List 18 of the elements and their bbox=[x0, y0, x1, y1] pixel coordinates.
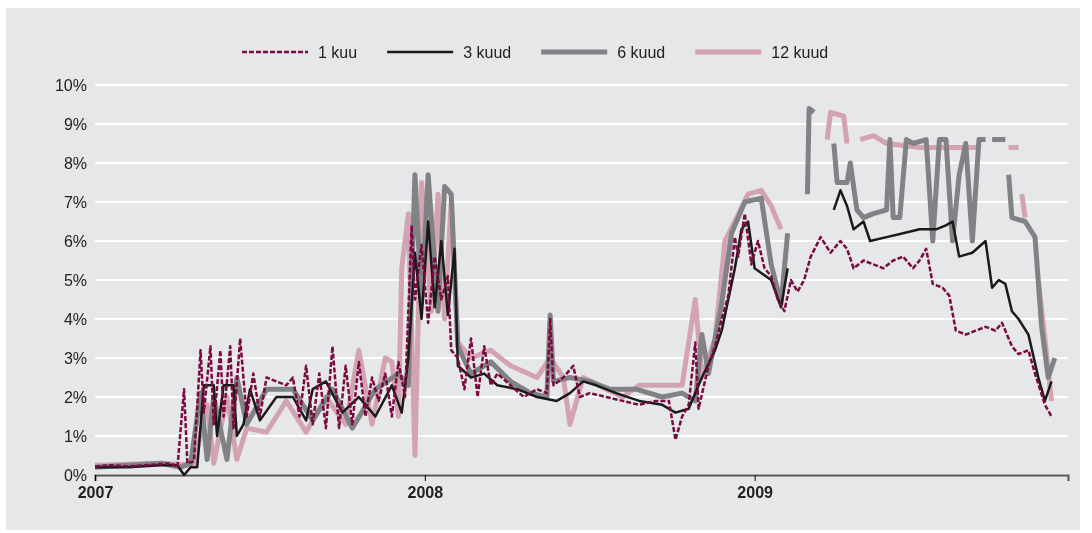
y-tick-label: 9% bbox=[63, 115, 87, 133]
y-tick-label: 3% bbox=[63, 349, 87, 367]
x-tick-label: 2008 bbox=[407, 484, 444, 502]
legend-label: 6 kuud bbox=[617, 44, 666, 61]
y-tick-label: 1% bbox=[63, 427, 87, 445]
y-tick-label: 10% bbox=[54, 76, 87, 94]
legend-label: 3 kuud bbox=[463, 44, 512, 61]
y-tick-label: 2% bbox=[63, 388, 87, 406]
y-tick-label: 4% bbox=[63, 310, 87, 328]
legend-label: 1 kuu bbox=[318, 44, 358, 61]
y-tick-label: 7% bbox=[63, 193, 87, 211]
x-tick-label: 2007 bbox=[77, 484, 114, 502]
y-tick-label: 0% bbox=[63, 466, 87, 484]
x-tick-label: 2009 bbox=[737, 484, 774, 502]
y-tick-label: 5% bbox=[63, 271, 87, 289]
legend-label: 12 kuud bbox=[771, 44, 829, 61]
y-tick-label: 8% bbox=[63, 154, 87, 172]
y-tick-label: 6% bbox=[63, 232, 87, 250]
